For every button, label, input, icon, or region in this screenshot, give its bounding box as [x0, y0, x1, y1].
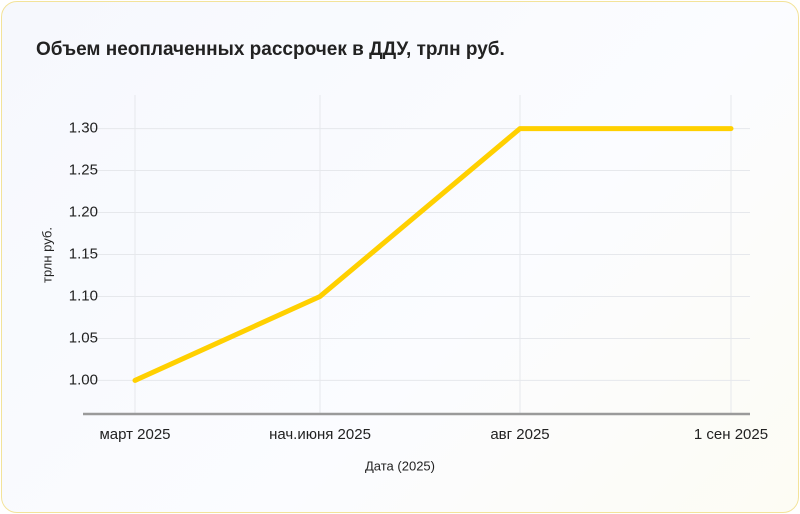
- chart-title: Объем неоплаченных рассрочек в ДДУ, трлн…: [36, 39, 505, 60]
- x-tick-label: 1 сен 2025: [694, 426, 768, 443]
- y-tick-label: 1.20: [69, 203, 98, 220]
- y-tick-label: 1.05: [69, 329, 98, 346]
- y-axis-label: трлн руб.: [39, 227, 54, 283]
- y-tick-label: 1.15: [69, 245, 98, 262]
- data-line: [132, 126, 734, 383]
- y-tick-label: 1.10: [69, 287, 98, 304]
- y-tick-label: 1.00: [69, 371, 98, 388]
- x-tick-label: авг 2025: [490, 426, 549, 443]
- x-tick-label: март 2025: [99, 426, 170, 443]
- x-tick-label: нач.июня 2025: [269, 426, 371, 443]
- y-tick-label: 1.30: [69, 120, 98, 137]
- y-tick-label: 1.25: [69, 162, 98, 179]
- x-axis-label: Дата (2025): [365, 458, 435, 473]
